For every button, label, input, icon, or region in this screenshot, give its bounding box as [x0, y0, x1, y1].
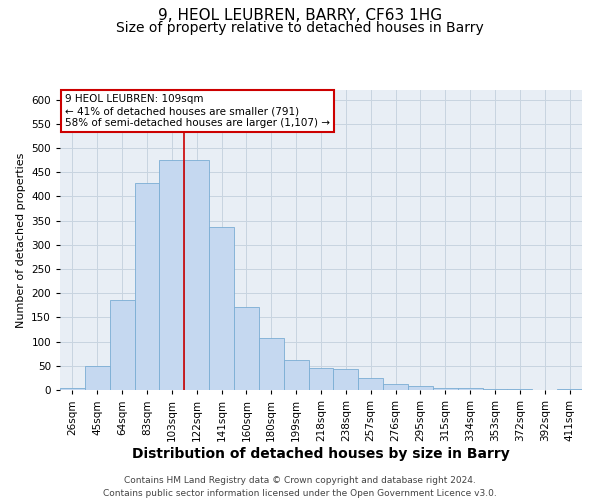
Bar — [110, 300, 134, 390]
Bar — [209, 227, 234, 390]
Bar — [482, 389, 508, 390]
Bar — [334, 369, 358, 390]
Bar — [160, 160, 184, 390]
Y-axis label: Number of detached properties: Number of detached properties — [16, 152, 26, 328]
X-axis label: Distribution of detached houses by size in Barry: Distribution of detached houses by size … — [132, 446, 510, 460]
Text: Contains HM Land Registry data © Crown copyright and database right 2024.
Contai: Contains HM Land Registry data © Crown c… — [103, 476, 497, 498]
Bar — [508, 389, 532, 390]
Bar — [234, 307, 259, 390]
Text: 9 HEOL LEUBREN: 109sqm
← 41% of detached houses are smaller (791)
58% of semi-de: 9 HEOL LEUBREN: 109sqm ← 41% of detached… — [65, 94, 330, 128]
Bar — [60, 388, 85, 390]
Bar — [383, 384, 408, 390]
Bar — [458, 388, 482, 390]
Bar — [408, 386, 433, 390]
Bar — [85, 366, 110, 390]
Bar — [134, 183, 160, 390]
Bar — [557, 388, 582, 390]
Bar — [184, 160, 209, 390]
Bar — [433, 388, 458, 390]
Text: Size of property relative to detached houses in Barry: Size of property relative to detached ho… — [116, 21, 484, 35]
Bar — [259, 338, 284, 390]
Bar — [308, 368, 334, 390]
Bar — [358, 378, 383, 390]
Bar — [284, 360, 308, 390]
Text: 9, HEOL LEUBREN, BARRY, CF63 1HG: 9, HEOL LEUBREN, BARRY, CF63 1HG — [158, 8, 442, 22]
